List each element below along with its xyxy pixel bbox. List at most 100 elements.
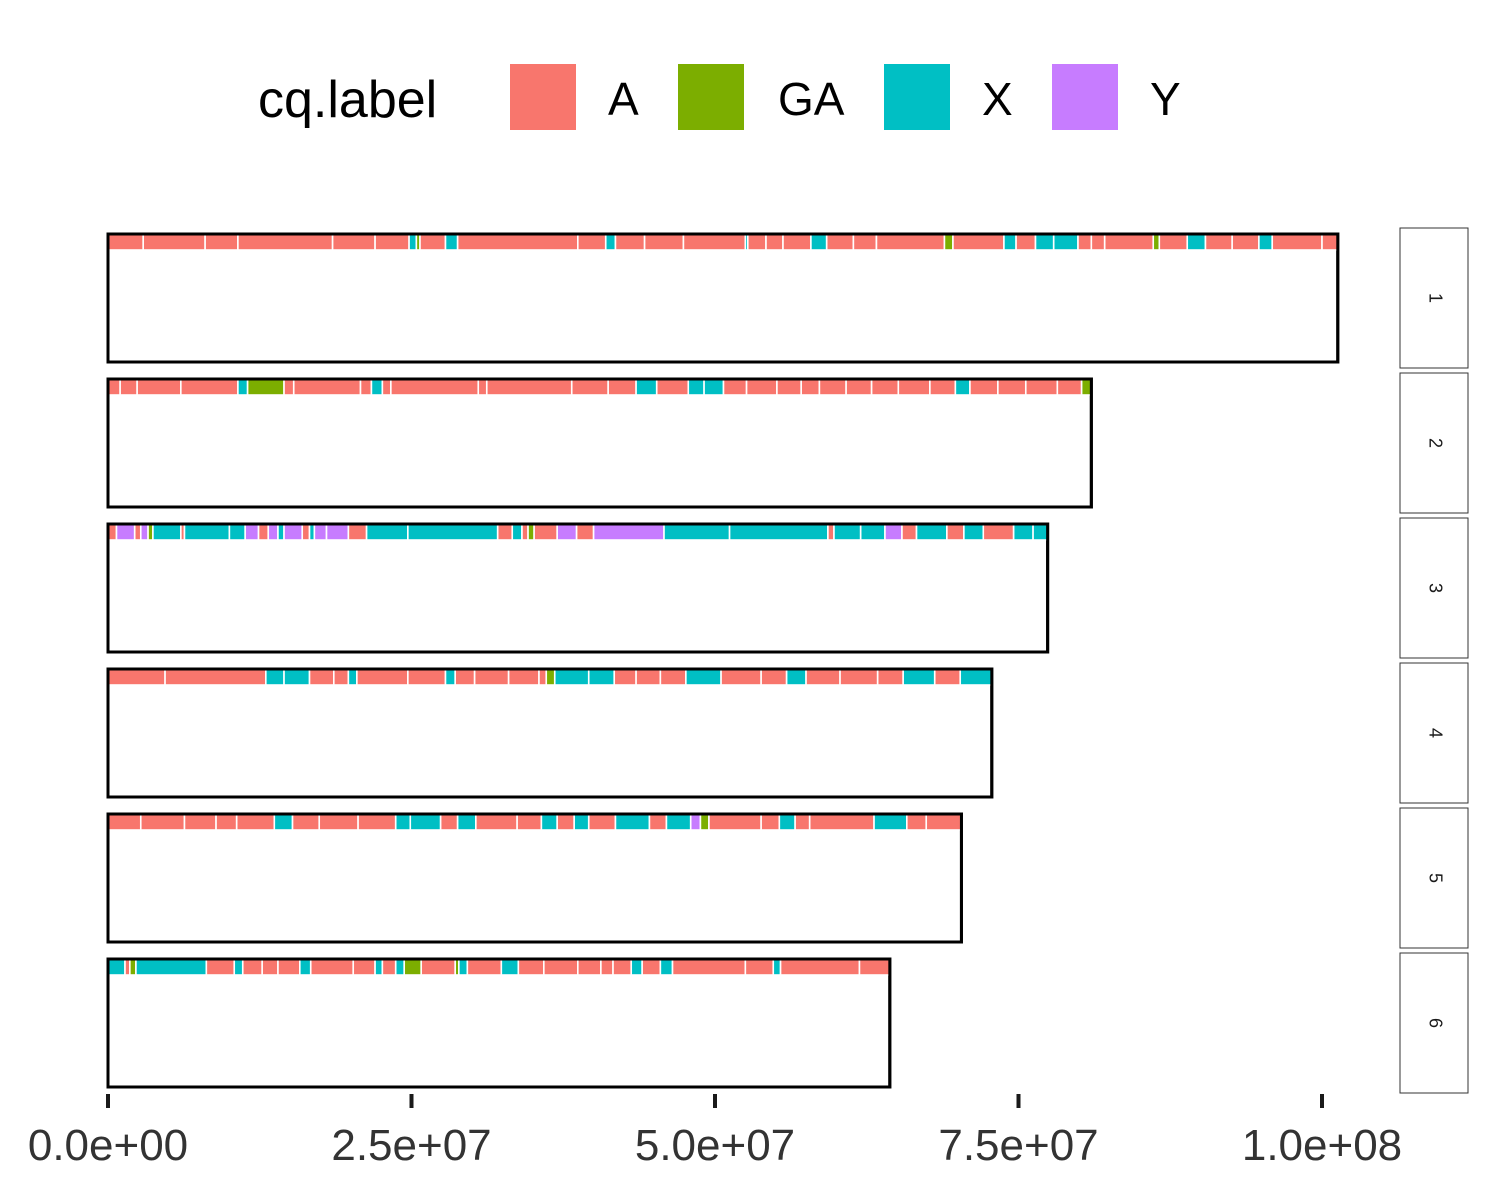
segment-x	[1012, 523, 1034, 541]
segment-a	[600, 958, 614, 976]
segment-a	[720, 668, 762, 686]
segment-a	[852, 233, 878, 251]
segment-x	[630, 958, 643, 976]
segment-a	[659, 668, 687, 686]
legend-label-y: Y	[1150, 73, 1181, 125]
segment-x	[687, 378, 705, 396]
facet-strip-1: 1	[1399, 227, 1469, 369]
segment-a	[744, 958, 775, 976]
segment-x	[959, 668, 993, 686]
segment-a	[235, 813, 276, 831]
segment-a	[419, 233, 447, 251]
segment-a	[107, 233, 145, 251]
segment-a	[301, 523, 311, 541]
segment-x	[152, 523, 182, 541]
strip-label: 5	[1425, 873, 1445, 883]
segment-a	[782, 233, 812, 251]
segment-a	[381, 378, 392, 396]
strip-box	[1399, 807, 1469, 949]
segment-a	[612, 958, 633, 976]
facet-panel-6	[106, 957, 892, 1089]
segment-a	[1090, 233, 1106, 251]
segment-a	[133, 523, 142, 541]
segment-a	[614, 233, 646, 251]
legend-label-a: A	[608, 73, 639, 125]
segment-a	[648, 813, 668, 831]
x-tick-label: 7.5e+07	[938, 1121, 1098, 1170]
segment-x	[659, 958, 674, 976]
segment-a	[283, 378, 295, 396]
segment-a	[204, 233, 239, 251]
segment-ga	[699, 813, 710, 831]
segment-x	[810, 233, 828, 251]
segment-a	[577, 958, 602, 976]
segment-x	[772, 958, 782, 976]
segment-a	[521, 523, 529, 541]
segment-x	[902, 668, 936, 686]
legend-key-y	[1052, 64, 1118, 130]
segment-x	[1034, 233, 1055, 251]
segment-a	[925, 813, 963, 831]
segment-a	[587, 813, 617, 831]
segment-a	[577, 233, 607, 251]
segment-a	[969, 378, 999, 396]
segment-a	[439, 813, 459, 831]
facet-strip-5: 5	[1399, 807, 1469, 949]
segment-x	[456, 813, 477, 831]
segment-x	[283, 668, 311, 686]
segment-a	[671, 958, 747, 976]
segment-x	[1003, 233, 1017, 251]
segment-a	[760, 813, 781, 831]
segment-a	[390, 378, 480, 396]
segment-a	[839, 668, 879, 686]
segment-x	[394, 958, 406, 976]
segment-a	[538, 668, 548, 686]
legend-key-a	[510, 64, 576, 130]
strip-label: 6	[1425, 1018, 1445, 1028]
segment-y	[283, 523, 304, 541]
chromosome-outline	[106, 232, 1340, 364]
segment-a	[357, 813, 397, 831]
segment-a	[1204, 233, 1233, 251]
legend-key-x	[884, 64, 950, 130]
segment-a	[466, 958, 503, 976]
segment-a	[997, 378, 1027, 396]
chromosome-outline-edge	[106, 957, 892, 1089]
segment-x	[573, 813, 590, 831]
segment-x	[963, 523, 985, 541]
facet-strip-3: 3	[1399, 517, 1469, 659]
segment-x	[374, 958, 384, 976]
segment-ga	[403, 958, 423, 976]
segment-y	[689, 813, 702, 831]
segment-x	[604, 233, 617, 251]
segment-x	[365, 523, 409, 541]
segment-a	[292, 378, 362, 396]
segment-x	[635, 378, 658, 396]
segment-x	[458, 958, 469, 976]
segment-ga	[545, 668, 556, 686]
segment-a	[237, 233, 334, 251]
segment-ga	[943, 233, 954, 251]
segment-x	[1052, 233, 1079, 251]
x-tick-label: 5.0e+07	[635, 1121, 795, 1170]
segment-x	[954, 378, 971, 396]
segment-a	[454, 668, 476, 686]
facet-panel-3	[106, 522, 1050, 654]
segment-a	[164, 668, 267, 686]
segment-a	[818, 378, 847, 396]
chromosome-outline-edge	[106, 522, 1050, 654]
segment-x	[370, 378, 384, 396]
segment-a	[800, 378, 821, 396]
segment-y	[267, 523, 279, 541]
segment-a	[318, 813, 359, 831]
segment-a	[575, 523, 595, 541]
segment-a	[1024, 378, 1059, 396]
chromosome-outline-edge	[106, 812, 963, 944]
segment-a	[308, 668, 335, 686]
segment-x	[183, 523, 231, 541]
chromosome-outline	[106, 812, 963, 944]
segment-a	[407, 668, 447, 686]
segment-x	[228, 523, 246, 541]
segment-a	[507, 668, 540, 686]
segment-a	[485, 378, 573, 396]
